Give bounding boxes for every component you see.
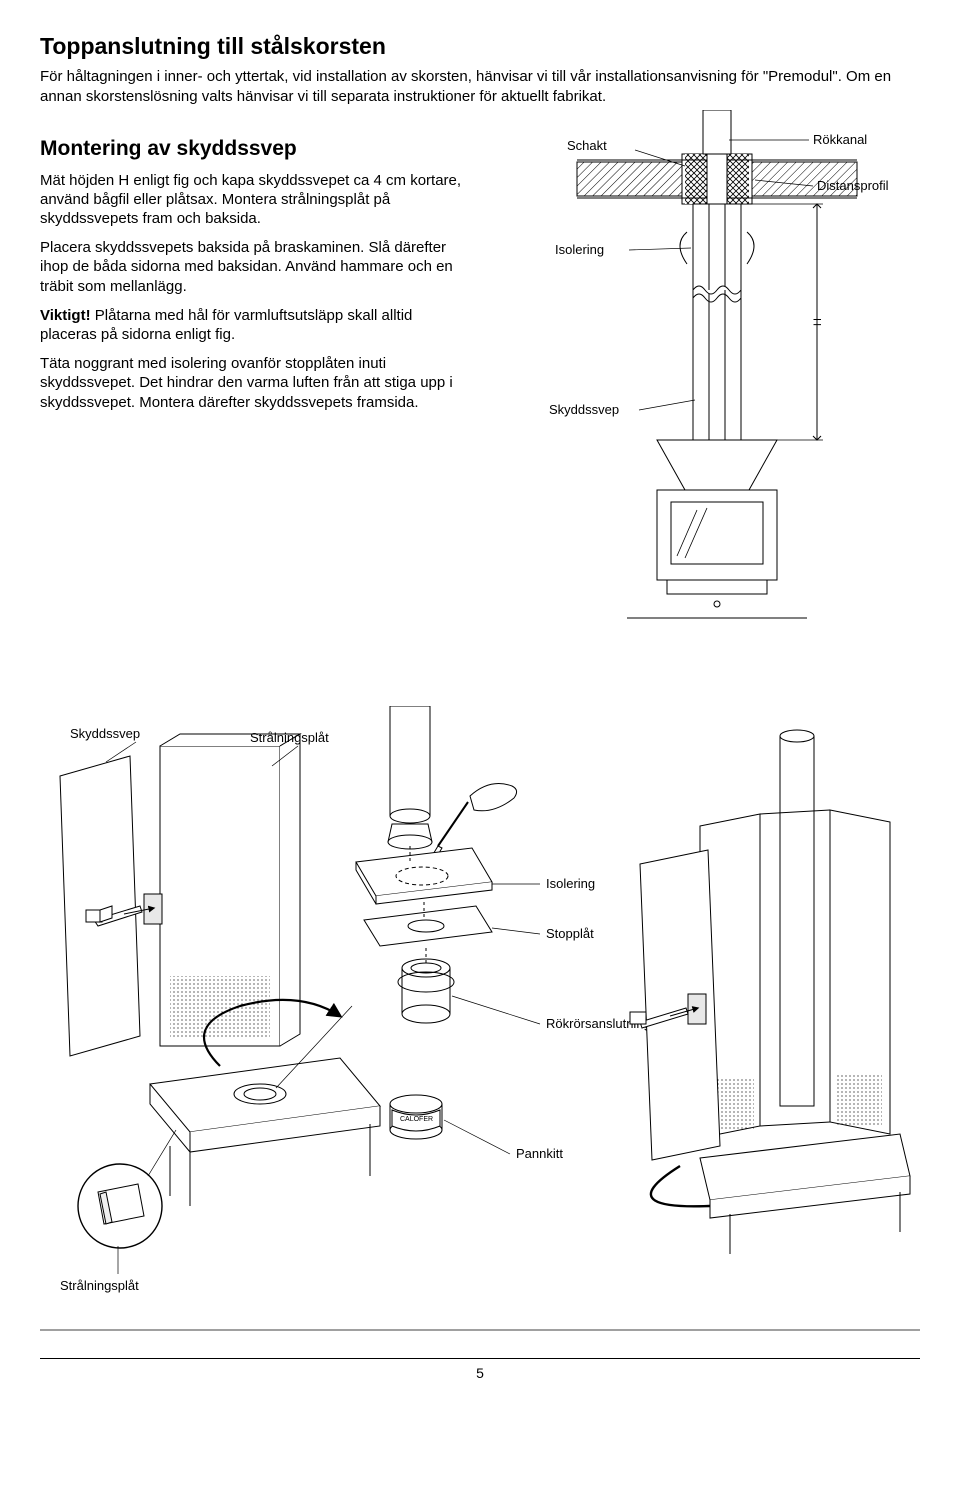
label-distansprofil: Distansprofil xyxy=(817,178,889,193)
paragraph-1: Mät höjden H enligt fig och kapa skyddss… xyxy=(40,171,470,229)
label-pannkitt: Pannkitt xyxy=(516,1146,563,1161)
important-label: Viktigt! xyxy=(40,307,91,324)
label-stralningsplat: Strålningsplåt xyxy=(250,730,329,745)
paragraph-4: Täta noggrant med isolering ovanför stop… xyxy=(40,354,470,412)
label-isolering-2: Isolering xyxy=(546,876,595,891)
page-title: Toppanslutning till stålskorsten xyxy=(40,32,920,61)
label-stralningsplat-2: Strålningsplåt xyxy=(60,1278,139,1293)
intro-paragraph: För håltagningen i inner- och yttertak, … xyxy=(40,67,920,105)
label-h: H xyxy=(812,318,824,326)
label-skyddssvep-2: Skyddssvep xyxy=(70,726,140,741)
label-skyddssvep-1: Skyddssvep xyxy=(549,402,619,417)
figure-cross-section: H Schakt Rökkanal Distansprofil Isolerin… xyxy=(517,110,897,670)
paragraph-3: Viktigt! Plåtarna med hål för varmluftsu… xyxy=(40,306,470,344)
figure-exploded-assembly: CALOFER Isolering Stopplåt Rökrörsanslut… xyxy=(40,706,920,1346)
label-stopplat: Stopplåt xyxy=(546,926,594,941)
page-number: 5 xyxy=(40,1358,920,1383)
label-schakt: Schakt xyxy=(567,138,607,153)
section-heading: Montering av skyddssvep xyxy=(40,136,470,163)
label-isolering-1: Isolering xyxy=(555,242,604,257)
label-rokkanal: Rökkanal xyxy=(813,132,867,147)
paragraph-3-body: Plåtarna med hål för varmluftsutsläpp sk… xyxy=(40,307,412,343)
paragraph-2: Placera skyddssvepets baksida på braskam… xyxy=(40,238,470,296)
can-brand: CALOFER xyxy=(400,1116,433,1123)
